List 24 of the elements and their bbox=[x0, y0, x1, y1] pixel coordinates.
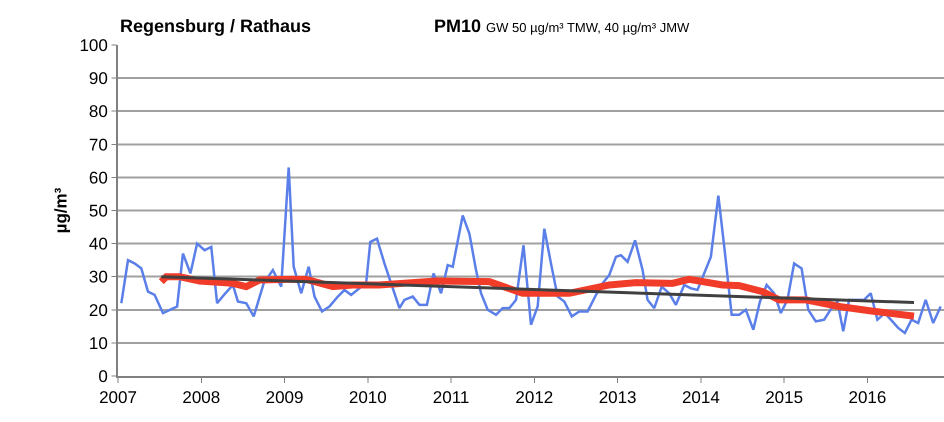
x-tick-label: 2012 bbox=[515, 388, 554, 408]
chart-subtitle: PM10 GW 50 µg/m³ TMW, 40 µg/m³ JMW bbox=[434, 16, 690, 36]
y-tick-label: 40 bbox=[88, 234, 108, 254]
x-tick-label: 2007 bbox=[99, 388, 137, 408]
x-tick-label: 2010 bbox=[348, 388, 387, 408]
x-tick-label: 2013 bbox=[598, 388, 637, 408]
x-tick-label: 2009 bbox=[266, 388, 304, 408]
y-tick-label: 80 bbox=[88, 102, 108, 122]
y-tick-label: 0 bbox=[98, 366, 108, 386]
y-tick-label: 30 bbox=[88, 268, 108, 287]
x-tick-label: 2015 bbox=[765, 388, 804, 408]
y-tick-label: 10 bbox=[88, 334, 108, 353]
y-tick-label: 100 bbox=[79, 36, 108, 55]
y-axis-title: µg/m³ bbox=[52, 187, 71, 234]
y-tick-label: 60 bbox=[88, 168, 108, 188]
x-tick-label: 2011 bbox=[432, 388, 470, 408]
x-tick-label: 2016 bbox=[848, 388, 886, 408]
y-tick-label: 90 bbox=[88, 69, 108, 88]
y-tick-label: 70 bbox=[88, 135, 108, 154]
x-tick-label: 2008 bbox=[182, 388, 220, 408]
y-tick-label: 20 bbox=[88, 300, 108, 320]
chart-title: Regensburg / Rathaus bbox=[120, 16, 312, 36]
x-tick-label: 2014 bbox=[682, 388, 720, 408]
y-tick-label: 50 bbox=[88, 201, 108, 220]
